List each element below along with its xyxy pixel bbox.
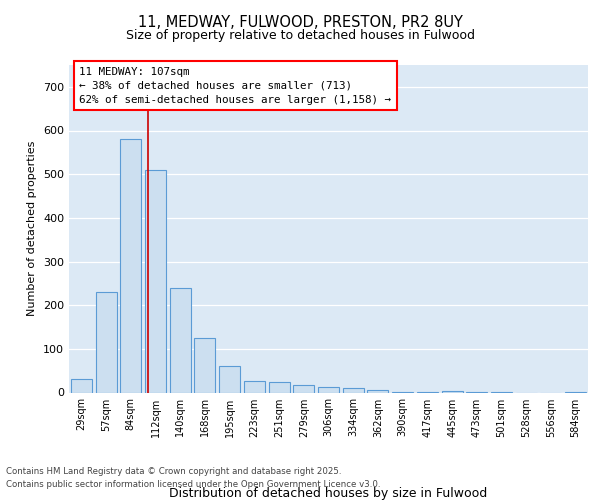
- Bar: [318, 388, 339, 392]
- X-axis label: Distribution of detached houses by size in Fulwood: Distribution of detached houses by size …: [169, 486, 488, 500]
- Bar: [71, 380, 92, 392]
- Bar: [145, 170, 166, 392]
- Bar: [120, 139, 141, 392]
- Text: 11 MEDWAY: 107sqm
← 38% of detached houses are smaller (713)
62% of semi-detache: 11 MEDWAY: 107sqm ← 38% of detached hous…: [79, 66, 391, 104]
- Text: Contains public sector information licensed under the Open Government Licence v3: Contains public sector information licen…: [6, 480, 380, 489]
- Bar: [343, 388, 364, 392]
- Bar: [170, 288, 191, 393]
- Bar: [244, 380, 265, 392]
- Bar: [219, 366, 240, 392]
- Bar: [367, 390, 388, 392]
- Text: 11, MEDWAY, FULWOOD, PRESTON, PR2 8UY: 11, MEDWAY, FULWOOD, PRESTON, PR2 8UY: [137, 15, 463, 30]
- Text: Size of property relative to detached houses in Fulwood: Size of property relative to detached ho…: [125, 29, 475, 42]
- Y-axis label: Number of detached properties: Number of detached properties: [28, 141, 37, 316]
- Bar: [293, 384, 314, 392]
- Bar: [95, 292, 116, 392]
- Bar: [194, 338, 215, 392]
- Text: Contains HM Land Registry data © Crown copyright and database right 2025.: Contains HM Land Registry data © Crown c…: [6, 467, 341, 476]
- Bar: [442, 391, 463, 392]
- Bar: [269, 382, 290, 392]
